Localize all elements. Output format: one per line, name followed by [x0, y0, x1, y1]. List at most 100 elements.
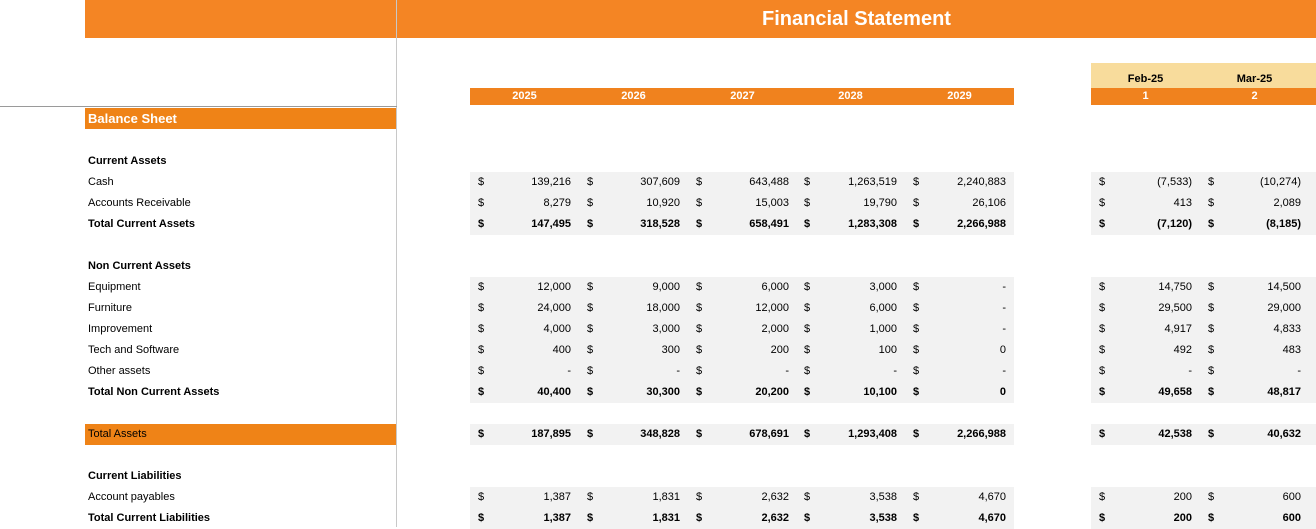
- balance-sheet-header[interactable]: Balance Sheet: [85, 108, 396, 129]
- cell-year[interactable]: $0: [905, 340, 1014, 361]
- cell-year[interactable]: $19,790: [796, 193, 905, 214]
- cell-year[interactable]: $1,387: [470, 487, 579, 508]
- cell-year[interactable]: $400: [470, 340, 579, 361]
- month-header-index[interactable]: 2: [1251, 90, 1258, 102]
- cell-month[interactable]: $ (7,120): [1091, 214, 1200, 235]
- cell-month[interactable]: $42,538: [1091, 424, 1200, 445]
- row-label[interactable]: Equipment: [88, 281, 141, 293]
- cell-year[interactable]: $318,528: [579, 214, 688, 235]
- cell-month[interactable]: $40,632: [1200, 424, 1309, 445]
- cell-year[interactable]: $6,000: [688, 277, 797, 298]
- month-header-name[interactable]: Mar-25: [1236, 73, 1273, 85]
- cell-year[interactable]: $10,920: [579, 193, 688, 214]
- cell-year[interactable]: $0: [905, 382, 1014, 403]
- cell-year[interactable]: $4,670: [905, 508, 1014, 529]
- cell-year[interactable]: $12,000: [688, 298, 797, 319]
- cell-year[interactable]: $3,538: [796, 508, 905, 529]
- cell-month[interactable]: $2,089: [1200, 193, 1309, 214]
- cell-year[interactable]: $2,000: [688, 319, 797, 340]
- cell-year[interactable]: $1,831: [579, 508, 688, 529]
- cell-year[interactable]: $ -: [579, 361, 688, 382]
- cell-year[interactable]: $1,293,408: [796, 424, 905, 445]
- row-label[interactable]: Total Current Liabilities: [88, 512, 211, 524]
- cell-year[interactable]: $ -: [905, 277, 1014, 298]
- year-header-2029[interactable]: 2029: [947, 90, 972, 102]
- cell-year[interactable]: $ -: [905, 298, 1014, 319]
- cell-year[interactable]: $100: [796, 340, 905, 361]
- cell-year[interactable]: $2,632: [688, 487, 797, 508]
- month-header-index[interactable]: 1: [1142, 90, 1149, 102]
- cell-year[interactable]: $187,895: [470, 424, 579, 445]
- row-label[interactable]: Accounts Receivable: [88, 197, 191, 209]
- cell-year[interactable]: $40,400: [470, 382, 579, 403]
- cell-year[interactable]: $30,300: [579, 382, 688, 403]
- cell-year[interactable]: $300: [579, 340, 688, 361]
- cell-year[interactable]: $ -: [905, 361, 1014, 382]
- cell-year[interactable]: $ -: [470, 361, 579, 382]
- year-header-2025[interactable]: 2025: [512, 90, 537, 102]
- cell-year[interactable]: $ -: [796, 361, 905, 382]
- cell-month[interactable]: $ -: [1091, 361, 1200, 382]
- cell-year[interactable]: $2,632: [688, 508, 797, 529]
- cell-month[interactable]: $200: [1091, 487, 1200, 508]
- cell-year[interactable]: $4,000: [470, 319, 579, 340]
- cell-month[interactable]: $29,000: [1200, 298, 1309, 319]
- cell-month[interactable]: $48,817: [1200, 382, 1309, 403]
- cell-year[interactable]: $658,491: [688, 214, 797, 235]
- cell-year[interactable]: $139,216: [470, 172, 579, 193]
- cell-year[interactable]: $2,266,988: [905, 214, 1014, 235]
- cell-month[interactable]: $29,500: [1091, 298, 1200, 319]
- year-header-2026[interactable]: 2026: [621, 90, 646, 102]
- cell-year[interactable]: $ -: [905, 319, 1014, 340]
- row-label[interactable]: Total Current Assets: [88, 218, 195, 230]
- row-label[interactable]: Total Assets: [88, 428, 147, 440]
- cell-year[interactable]: $307,609: [579, 172, 688, 193]
- cell-year[interactable]: $200: [688, 340, 797, 361]
- cell-month[interactable]: $ (8,185): [1200, 214, 1309, 235]
- cell-year[interactable]: $15,003: [688, 193, 797, 214]
- row-label[interactable]: Tech and Software: [88, 344, 180, 356]
- cell-year[interactable]: $3,000: [579, 319, 688, 340]
- cell-year[interactable]: $4,670: [905, 487, 1014, 508]
- cell-month[interactable]: $4,833: [1200, 319, 1309, 340]
- row-label[interactable]: Improvement: [88, 323, 153, 335]
- cell-year[interactable]: $10,100: [796, 382, 905, 403]
- cell-month[interactable]: $ (7,533): [1091, 172, 1200, 193]
- row-label[interactable]: Furniture: [88, 302, 133, 314]
- cell-month[interactable]: $14,500: [1200, 277, 1309, 298]
- cell-year[interactable]: $1,283,308: [796, 214, 905, 235]
- cell-month[interactable]: $14,750: [1091, 277, 1200, 298]
- cell-month[interactable]: $483: [1200, 340, 1309, 361]
- cell-month[interactable]: $200: [1091, 508, 1200, 529]
- cell-month[interactable]: $ -: [1200, 361, 1309, 382]
- cell-month[interactable]: $413: [1091, 193, 1200, 214]
- row-label[interactable]: Total Non Current Assets: [88, 386, 220, 398]
- cell-month[interactable]: $492: [1091, 340, 1200, 361]
- cell-year[interactable]: $643,488: [688, 172, 797, 193]
- cell-year[interactable]: $1,831: [579, 487, 688, 508]
- cell-year[interactable]: $12,000: [470, 277, 579, 298]
- cell-month[interactable]: $600: [1200, 487, 1309, 508]
- month-header-name[interactable]: Feb-25: [1127, 73, 1164, 85]
- year-header-2027[interactable]: 2027: [730, 90, 755, 102]
- year-header-2028[interactable]: 2028: [838, 90, 863, 102]
- cell-month[interactable]: $ (10,274): [1200, 172, 1309, 193]
- section-current-liabilities[interactable]: Current Liabilities: [88, 470, 182, 482]
- cell-month[interactable]: $4,917: [1091, 319, 1200, 340]
- row-label[interactable]: Cash: [88, 176, 114, 188]
- cell-year[interactable]: $147,495: [470, 214, 579, 235]
- cell-year[interactable]: $20,200: [688, 382, 797, 403]
- cell-year[interactable]: $678,691: [688, 424, 797, 445]
- cell-year[interactable]: $26,106: [905, 193, 1014, 214]
- cell-year[interactable]: $8,279: [470, 193, 579, 214]
- cell-year[interactable]: $3,538: [796, 487, 905, 508]
- cell-year[interactable]: $24,000: [470, 298, 579, 319]
- cell-year[interactable]: $3,000: [796, 277, 905, 298]
- cell-year[interactable]: $1,387: [470, 508, 579, 529]
- cell-year[interactable]: $18,000: [579, 298, 688, 319]
- cell-year[interactable]: $2,266,988: [905, 424, 1014, 445]
- cell-year[interactable]: $348,828: [579, 424, 688, 445]
- section-non-current-assets[interactable]: Non Current Assets: [88, 260, 191, 272]
- cell-year[interactable]: $2,240,883: [905, 172, 1014, 193]
- row-label[interactable]: Other assets: [88, 365, 151, 377]
